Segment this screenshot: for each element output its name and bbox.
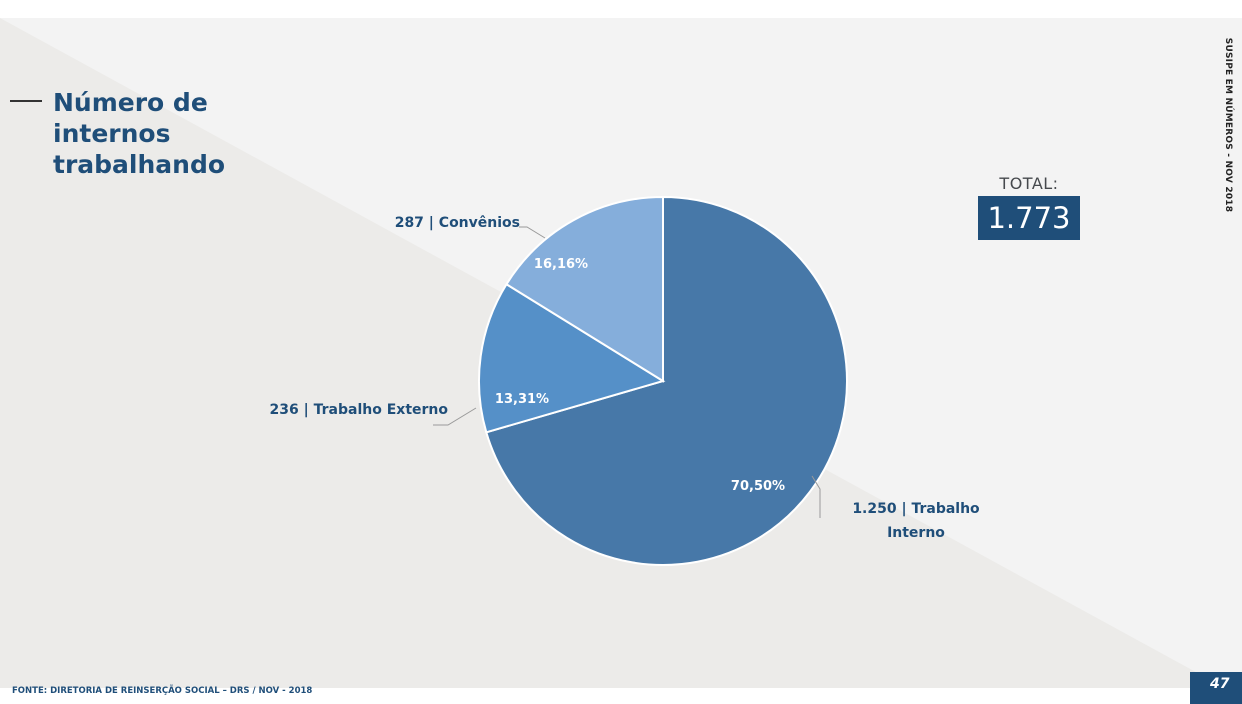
leader-line-1 — [811, 475, 821, 518]
percent-label-3: 16,16% — [534, 257, 588, 272]
total-label: TOTAL: — [999, 174, 1059, 193]
category-label-1-line1: 1.250 | Trabalho — [852, 501, 980, 517]
title-rule — [10, 100, 42, 102]
page-number: 47 — [1210, 676, 1230, 692]
category-label-3: 287 | Convênios — [395, 215, 520, 231]
slide-title: Número de internos trabalhando — [53, 88, 226, 179]
leader-line-3 — [519, 226, 546, 239]
pie-slice-3 — [505, 195, 664, 383]
category-label-1-line2: Interno — [887, 525, 945, 541]
percent-label-2: 13,31% — [495, 392, 549, 407]
percent-label-1: 70,50% — [731, 479, 785, 494]
pie-slice-1 — [485, 195, 848, 566]
category-label-2: 236 | Trabalho Externo — [270, 402, 449, 418]
page-number-box — [1190, 672, 1242, 704]
leader-line-2 — [433, 407, 477, 426]
side-label: SUSIPE EM NÚMEROS - NOV 2018 — [1223, 37, 1233, 213]
source-note: FONTE: DIRETORIA DE REINSERÇÃO SOCIAL – … — [12, 686, 313, 696]
pie-slice-2 — [478, 282, 666, 434]
total-value: 1.773 — [978, 196, 1080, 240]
